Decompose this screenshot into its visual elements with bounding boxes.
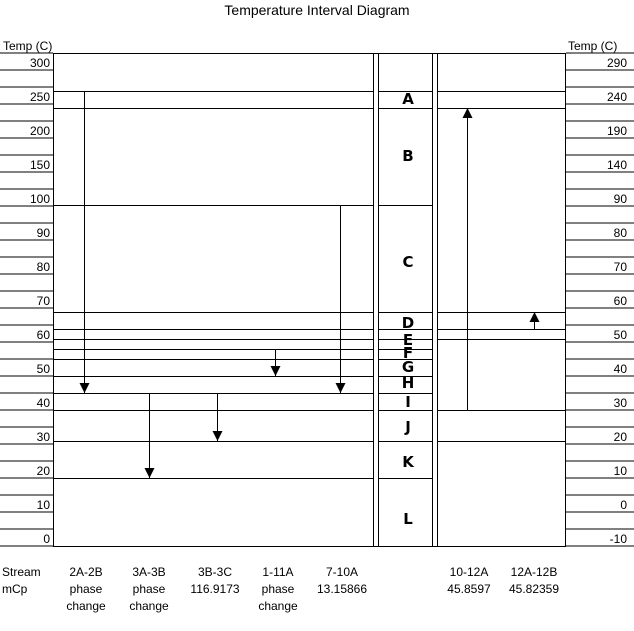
arrowhead-7-10a bbox=[335, 383, 346, 393]
left-axis-tick-label: 150 bbox=[30, 158, 50, 172]
right-axis-tick-label: 40 bbox=[614, 362, 628, 376]
right-axis-tick-label: 140 bbox=[607, 158, 627, 172]
right-axis-tick-label: 190 bbox=[607, 124, 627, 138]
mcp-value-2a-2b: phase change bbox=[66, 582, 106, 613]
mcp-value-10-12a: 45.8597 bbox=[447, 582, 491, 596]
left-axis-tick-label: 0 bbox=[43, 532, 50, 546]
arrowhead-1-11a bbox=[270, 366, 281, 376]
mcp-value-7-10a: 13.15866 bbox=[316, 582, 368, 596]
left-axis-tick-label: 90 bbox=[37, 226, 51, 240]
left-axis-tick-label: 30 bbox=[37, 430, 51, 444]
stream-name-10-12a: 10-12A bbox=[449, 565, 489, 579]
diagram-frame bbox=[53, 53, 566, 547]
left-axis-label: Temp (C) bbox=[3, 39, 53, 53]
mcp-value-3a-3b: phase change bbox=[129, 582, 169, 613]
interval-letter-h: H bbox=[402, 374, 415, 392]
mcp-value-1-11a: phase change bbox=[258, 582, 298, 613]
interval-letter-k: K bbox=[402, 453, 415, 471]
right-axis-tick-label: 50 bbox=[614, 328, 628, 342]
left-axis-tick-label: 40 bbox=[37, 396, 51, 410]
interval-letter-j: J bbox=[404, 418, 411, 436]
left-axis-tick-label: 20 bbox=[37, 464, 51, 478]
mcp-value-3b-3c: 116.9173 bbox=[190, 582, 240, 596]
right-axis-tick-label: 240 bbox=[607, 90, 627, 104]
stream-row-header: Stream bbox=[2, 565, 41, 579]
right-axis-tick-label: 70 bbox=[614, 260, 628, 274]
left-axis-tick-label: 10 bbox=[37, 498, 51, 512]
right-axis-tick-label: 60 bbox=[614, 294, 628, 308]
interval-letter-d: D bbox=[402, 314, 414, 332]
left-axis-tick-label: 50 bbox=[37, 362, 51, 376]
arrowhead-3b-3c bbox=[212, 431, 223, 441]
interval-letter-g: G bbox=[402, 358, 414, 376]
interval-letter-i: I bbox=[405, 393, 411, 411]
interval-letter-b: B bbox=[402, 147, 413, 165]
interval-letter-a: A bbox=[402, 90, 414, 108]
left-axis-tick-label: 250 bbox=[30, 90, 50, 104]
interval-letter-f: F bbox=[403, 344, 413, 362]
arrowhead-10-12a bbox=[462, 108, 473, 118]
left-axis-tick-label: 300 bbox=[30, 56, 50, 70]
arrowhead-12a-12b bbox=[529, 312, 540, 322]
left-axis-tick-label: 100 bbox=[30, 192, 50, 206]
right-axis-tick-label: 10 bbox=[614, 464, 628, 478]
arrowhead-3a-3b bbox=[144, 468, 155, 478]
left-axis-tick-label: 200 bbox=[30, 124, 50, 138]
right-axis-tick-label: 20 bbox=[614, 430, 628, 444]
right-axis-label: Temp (C) bbox=[568, 39, 618, 53]
right-axis-tick-label: 30 bbox=[614, 396, 628, 410]
left-axis-tick-label: 60 bbox=[37, 328, 51, 342]
arrowhead-2a-2b bbox=[79, 383, 90, 393]
stream-name-3b-3c: 3B-3C bbox=[197, 565, 232, 579]
mcp-row-header: mCp bbox=[2, 582, 28, 596]
stream-name-1-11a: 1-11A bbox=[262, 565, 294, 579]
left-axis-tick-label: 70 bbox=[37, 294, 51, 308]
right-axis-tick-label: -10 bbox=[610, 532, 628, 546]
diagram-title: Temperature Interval Diagram bbox=[224, 2, 410, 18]
right-axis-tick-label: 80 bbox=[614, 226, 628, 240]
interval-letter-c: C bbox=[402, 253, 413, 271]
right-axis-tick-label: 0 bbox=[620, 498, 627, 512]
interval-letter-e: E bbox=[403, 331, 413, 349]
stream-name-12a-12b: 12A-12B bbox=[510, 565, 558, 579]
interval-letter-l: L bbox=[403, 510, 413, 528]
stream-name-2a-2b: 2A-2B bbox=[69, 565, 103, 579]
stream-name-3a-3b: 3A-3B bbox=[132, 565, 166, 579]
mcp-value-12a-12b: 45.82359 bbox=[508, 582, 560, 596]
right-axis-tick-label: 90 bbox=[614, 192, 628, 206]
left-axis-tick-label: 80 bbox=[37, 260, 51, 274]
stream-name-7-10a: 7-10A bbox=[325, 565, 359, 579]
right-axis-tick-label: 290 bbox=[607, 56, 627, 70]
